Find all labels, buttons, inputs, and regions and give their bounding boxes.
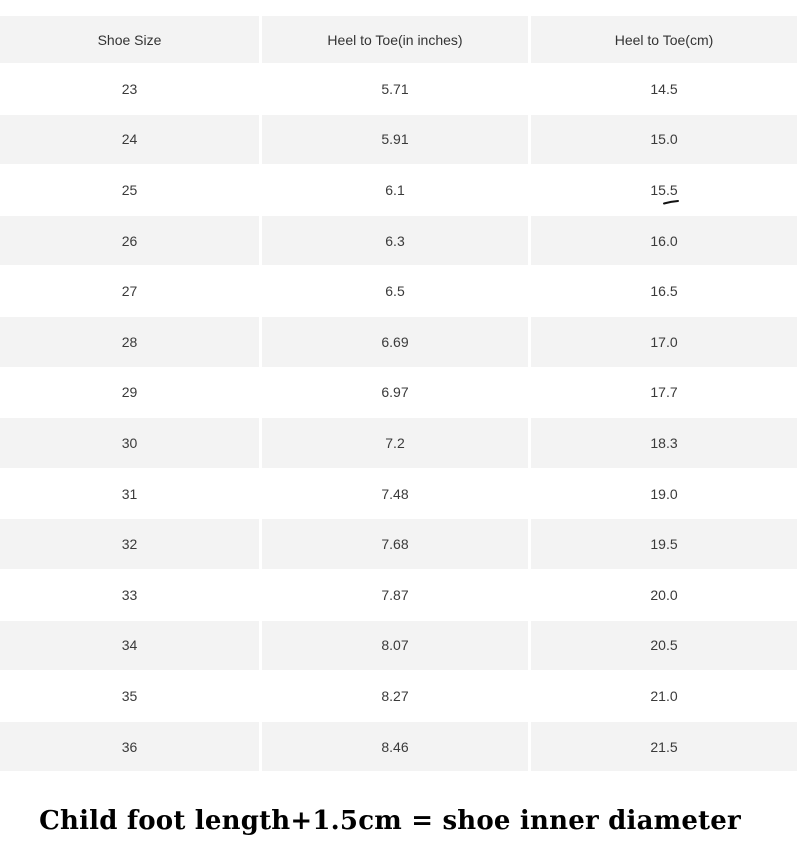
cell-heel-to-toe-cm: 19.0 [531, 468, 797, 520]
cell-shoe-size: 33 [0, 569, 259, 621]
table-row: 34 8.07 20.5 [0, 620, 800, 672]
cell-heel-to-toe-cm: 15.0 [531, 114, 797, 166]
cell-heel-to-toe-inches: 7.68 [262, 519, 528, 570]
cell-shoe-size: 29 [0, 367, 259, 419]
cell-heel-to-toe-cm: 20.0 [531, 569, 797, 621]
cell-heel-to-toe-inches: 7.87 [262, 569, 528, 621]
cell-heel-to-toe-cm: 21.5 [531, 721, 797, 773]
table-row: 28 6.69 17.0 [0, 316, 800, 368]
table-header-row: Shoe Size Heel to Toe(in inches) Heel to… [0, 16, 800, 64]
cell-shoe-size: 32 [0, 519, 259, 570]
cell-heel-to-toe-cm: 17.7 [531, 367, 797, 419]
cell-shoe-size: 26 [0, 215, 259, 267]
cell-heel-to-toe-inches: 6.3 [262, 215, 528, 267]
cell-shoe-size: 24 [0, 114, 259, 166]
cell-heel-to-toe-inches: 5.91 [262, 114, 528, 166]
table-row: 25 6.1 15.5 [0, 165, 800, 216]
cell-heel-to-toe-cm: 15.5 [531, 165, 797, 216]
cell-heel-to-toe-cm: 18.3 [531, 418, 797, 469]
cell-heel-to-toe-inches: 7.48 [262, 468, 528, 520]
cell-heel-to-toe-inches: 6.69 [262, 316, 528, 368]
header-heel-to-toe-inches: Heel to Toe(in inches) [262, 16, 528, 64]
header-shoe-size: Shoe Size [0, 16, 259, 64]
cell-shoe-size: 28 [0, 316, 259, 368]
cell-heel-to-toe-inches: 6.5 [262, 266, 528, 317]
table-row: 26 6.3 16.0 [0, 215, 800, 267]
cell-shoe-size: 30 [0, 418, 259, 469]
table-row: 24 5.91 15.0 [0, 114, 800, 166]
cell-heel-to-toe-cm: 17.0 [531, 316, 797, 368]
footer-note: Child foot length+1.5cm = shoe inner dia… [39, 806, 741, 836]
table-row: 29 6.97 17.7 [0, 367, 800, 419]
cell-heel-to-toe-inches: 6.97 [262, 367, 528, 419]
table-row: 32 7.68 19.5 [0, 519, 800, 570]
cell-heel-to-toe-cm: 20.5 [531, 620, 797, 672]
cell-shoe-size: 23 [0, 64, 259, 115]
cell-heel-to-toe-cm: 19.5 [531, 519, 797, 570]
cell-heel-to-toe-inches: 5.71 [262, 64, 528, 115]
cell-shoe-size: 31 [0, 468, 259, 520]
table-body: 23 5.71 14.5 24 5.91 15.0 25 6.1 15.5 26 6.3 16.0 27… [0, 64, 800, 773]
table-row: 35 8.27 21.0 [0, 671, 800, 722]
cell-heel-to-toe-inches: 7.2 [262, 418, 528, 469]
cell-heel-to-toe-inches: 8.27 [262, 671, 528, 722]
header-heel-to-toe-cm: Heel to Toe(cm) [531, 16, 797, 64]
table-row: 27 6.5 16.5 [0, 266, 800, 317]
table-row: 36 8.46 21.5 [0, 721, 800, 773]
cell-heel-to-toe-cm: 14.5 [531, 64, 797, 115]
cell-heel-to-toe-inches: 6.1 [262, 165, 528, 216]
cell-shoe-size: 35 [0, 671, 259, 722]
cell-shoe-size: 34 [0, 620, 259, 672]
cell-heel-to-toe-cm: 16.0 [531, 215, 797, 267]
size-chart-table: Shoe Size Heel to Toe(in inches) Heel to… [0, 16, 800, 773]
table-row: 23 5.71 14.5 [0, 64, 800, 115]
cell-heel-to-toe-cm: 21.0 [531, 671, 797, 722]
cell-shoe-size: 27 [0, 266, 259, 317]
cell-shoe-size: 25 [0, 165, 259, 216]
table-row: 30 7.2 18.3 [0, 418, 800, 469]
table-row: 33 7.87 20.0 [0, 569, 800, 621]
cell-shoe-size: 36 [0, 721, 259, 773]
handwritten-underline-mark [663, 200, 679, 205]
cell-heel-to-toe-inches: 8.07 [262, 620, 528, 672]
table-row: 31 7.48 19.0 [0, 468, 800, 520]
cell-heel-to-toe-inches: 8.46 [262, 721, 528, 773]
cell-heel-to-toe-cm: 16.5 [531, 266, 797, 317]
